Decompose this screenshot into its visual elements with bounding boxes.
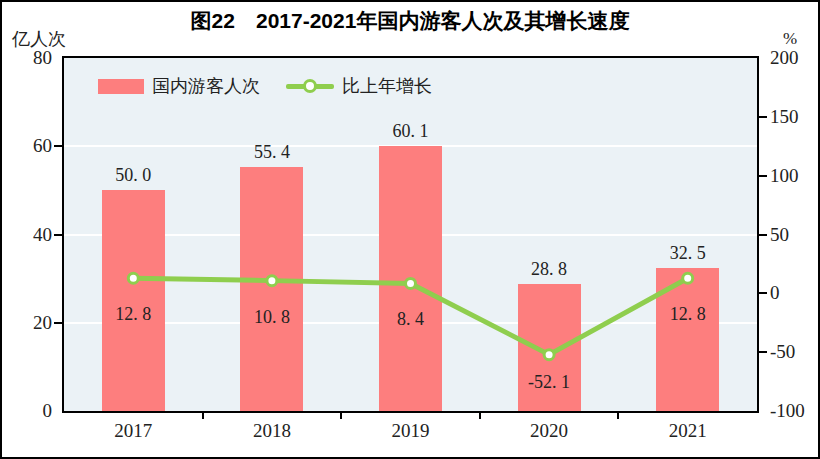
legend-line-swatch: [286, 84, 334, 89]
bar-value-label-2020: 28. 8: [531, 258, 567, 279]
x-axis-label-2021: 2021: [669, 421, 707, 441]
left-axis-tick-label-60: 60: [2, 136, 52, 156]
x-axis-label-2019: 2019: [392, 421, 430, 441]
legend-line-label: 比上年增长: [342, 74, 432, 98]
x-axis-label-2018: 2018: [253, 421, 291, 441]
line-value-label-2017: 12. 8: [115, 304, 151, 325]
line-value-label-2020: -52. 1: [528, 371, 570, 392]
bar-value-label-2018: 55. 4: [254, 141, 290, 162]
bar-value-label-2021: 32. 5: [670, 242, 706, 263]
figure-frame: 图22 2017-2021年国内游客人次及其增长速度 亿人次 % 国内游客人次 …: [0, 0, 820, 459]
x-axis-label-2017: 2017: [114, 421, 152, 441]
growth-line-chart: [64, 58, 757, 411]
line-point-2018: [267, 276, 277, 286]
right-axis-tick-label--50: -50: [770, 342, 795, 362]
left-axis-tick-label-80: 80: [2, 48, 52, 68]
right-axis-tick-label-100: 100: [770, 166, 799, 186]
line-point-2017: [128, 273, 138, 283]
right-axis-tick-100: [759, 175, 767, 177]
line-value-label-2021: 12. 8: [670, 304, 706, 325]
right-axis-tick-0: [759, 292, 767, 294]
left-axis-tick-60: [54, 145, 62, 147]
line-value-label-2018: 10. 8: [254, 306, 290, 327]
line-value-label-2019: 8. 4: [397, 309, 424, 330]
right-axis-tick-label--100: -100: [770, 401, 805, 421]
right-axis-tick-label-150: 150: [770, 107, 799, 127]
x-axis-tick-4: [617, 413, 619, 419]
plot-area: 国内游客人次 比上年增长 50. 0 55. 4 60. 1 28. 8 32. 5 12…: [62, 56, 759, 413]
x-axis-tick-3: [479, 413, 481, 419]
left-axis-tick-40: [54, 234, 62, 236]
x-axis-tick-1: [202, 413, 204, 419]
legend-bars-label: 国内游客人次: [152, 74, 260, 98]
left-axis-tick-label-0: 0: [2, 401, 52, 421]
right-axis-tick--50: [759, 351, 767, 353]
bar-value-label-2017: 50. 0: [115, 165, 151, 186]
chart-title: 图22 2017-2021年国内游客人次及其增长速度: [2, 7, 818, 35]
left-axis-tick-label-40: 40: [2, 225, 52, 245]
bar-value-label-2019: 60. 1: [393, 120, 429, 141]
left-axis-tick-label-20: 20: [2, 313, 52, 333]
right-axis-tick-label-200: 200: [770, 48, 799, 68]
right-axis-tick-label-0: 0: [770, 283, 780, 303]
right-axis-tick-label-50: 50: [770, 225, 789, 245]
line-point-2020: [544, 350, 554, 360]
x-axis-label-2020: 2020: [530, 421, 568, 441]
legend-bar-swatch: [98, 79, 144, 94]
right-axis-tick-50: [759, 234, 767, 236]
line-point-2019: [406, 278, 416, 288]
left-axis-tick-20: [54, 322, 62, 324]
x-axis-tick-2: [340, 413, 342, 419]
right-axis-tick-150: [759, 116, 767, 118]
legend: 国内游客人次 比上年增长: [98, 74, 432, 98]
right-axis-unit-label: %: [783, 29, 797, 49]
line-point-2021: [683, 273, 693, 283]
